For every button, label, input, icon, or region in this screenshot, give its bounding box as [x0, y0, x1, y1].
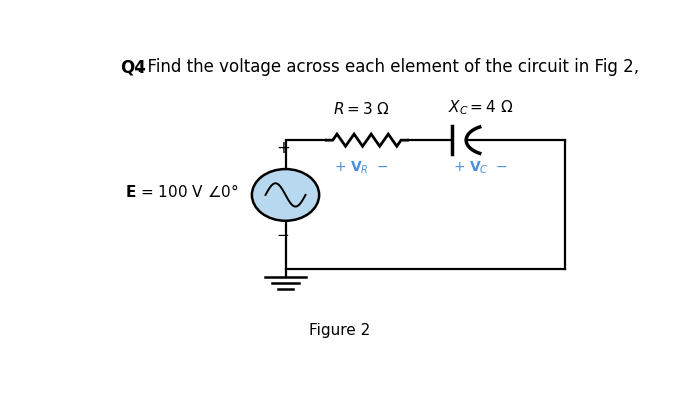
Ellipse shape — [252, 169, 319, 221]
Text: Figure 2: Figure 2 — [309, 323, 370, 338]
Text: + $\mathbf{V}_R$  −: + $\mathbf{V}_R$ − — [334, 160, 389, 176]
Text: + $\mathbf{V}_C$  −: + $\mathbf{V}_C$ − — [454, 160, 508, 176]
Text: $\mathbf{E}$ = 100 V $\angle$0°: $\mathbf{E}$ = 100 V $\angle$0° — [125, 183, 239, 200]
Text: −: − — [276, 228, 289, 243]
Text: +: + — [276, 139, 290, 157]
Text: $R = 3\ \Omega$: $R = 3\ \Omega$ — [333, 102, 390, 117]
Text: Q4: Q4 — [120, 58, 146, 76]
Text: . Find the voltage across each element of the circuit in Fig 2,: . Find the voltage across each element o… — [137, 58, 639, 76]
Text: $X_C = 4\ \Omega$: $X_C = 4\ \Omega$ — [448, 99, 514, 117]
